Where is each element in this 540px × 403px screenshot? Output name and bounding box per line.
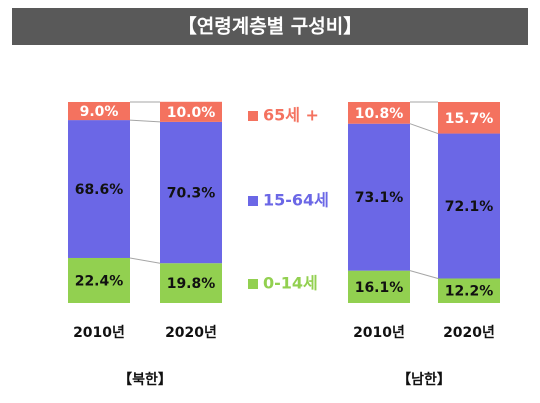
bar-segment xyxy=(348,102,410,124)
data-label: 16.1% xyxy=(355,280,404,296)
data-label: 15.7% xyxy=(445,111,494,127)
bar-segment xyxy=(68,120,130,258)
bar-segment xyxy=(160,263,222,303)
x-tick-label: 2010년 xyxy=(73,325,125,341)
legend-swatch xyxy=(248,279,258,289)
bar-segment xyxy=(438,133,500,279)
x-tick-label: 2010년 xyxy=(353,325,405,341)
data-label: 73.1% xyxy=(355,190,404,206)
connector-line xyxy=(129,257,161,264)
legend-label: 65세 + xyxy=(263,106,319,125)
data-label: 12.2% xyxy=(445,284,494,300)
connector-line xyxy=(409,123,439,135)
connector-line xyxy=(129,119,161,123)
connector-line xyxy=(409,270,439,279)
data-label: 70.3% xyxy=(167,186,216,202)
group-label: 【남한】 xyxy=(397,371,451,388)
group-label: 【북한】 xyxy=(118,372,172,388)
data-label: 68.6% xyxy=(75,182,124,198)
bar-segment xyxy=(68,257,130,303)
data-label: 19.8% xyxy=(167,276,216,292)
x-tick-label: 2020년 xyxy=(443,325,495,341)
data-label: 22.4% xyxy=(75,273,124,289)
bar-segment xyxy=(348,123,410,271)
legend-swatch xyxy=(248,196,258,206)
data-label: 10.8% xyxy=(355,106,404,122)
legend-swatch xyxy=(248,111,258,121)
bar-segment xyxy=(160,121,222,264)
chart-title: 【연령계층별 구성비】 xyxy=(178,15,362,38)
x-tick-label: 2020년 xyxy=(165,325,217,341)
data-label: 9.0% xyxy=(80,104,119,120)
bar-segment xyxy=(348,270,410,303)
bar-segment xyxy=(438,102,500,134)
legend-label: 15-64세 xyxy=(263,191,329,210)
bar-segment xyxy=(68,102,130,121)
legend-label: 0-14세 xyxy=(263,274,318,293)
data-label: 72.1% xyxy=(445,199,494,215)
data-label: 10.0% xyxy=(167,105,216,121)
bar-segment xyxy=(438,278,500,303)
bar-segment xyxy=(160,101,222,122)
title-bar xyxy=(12,8,528,45)
